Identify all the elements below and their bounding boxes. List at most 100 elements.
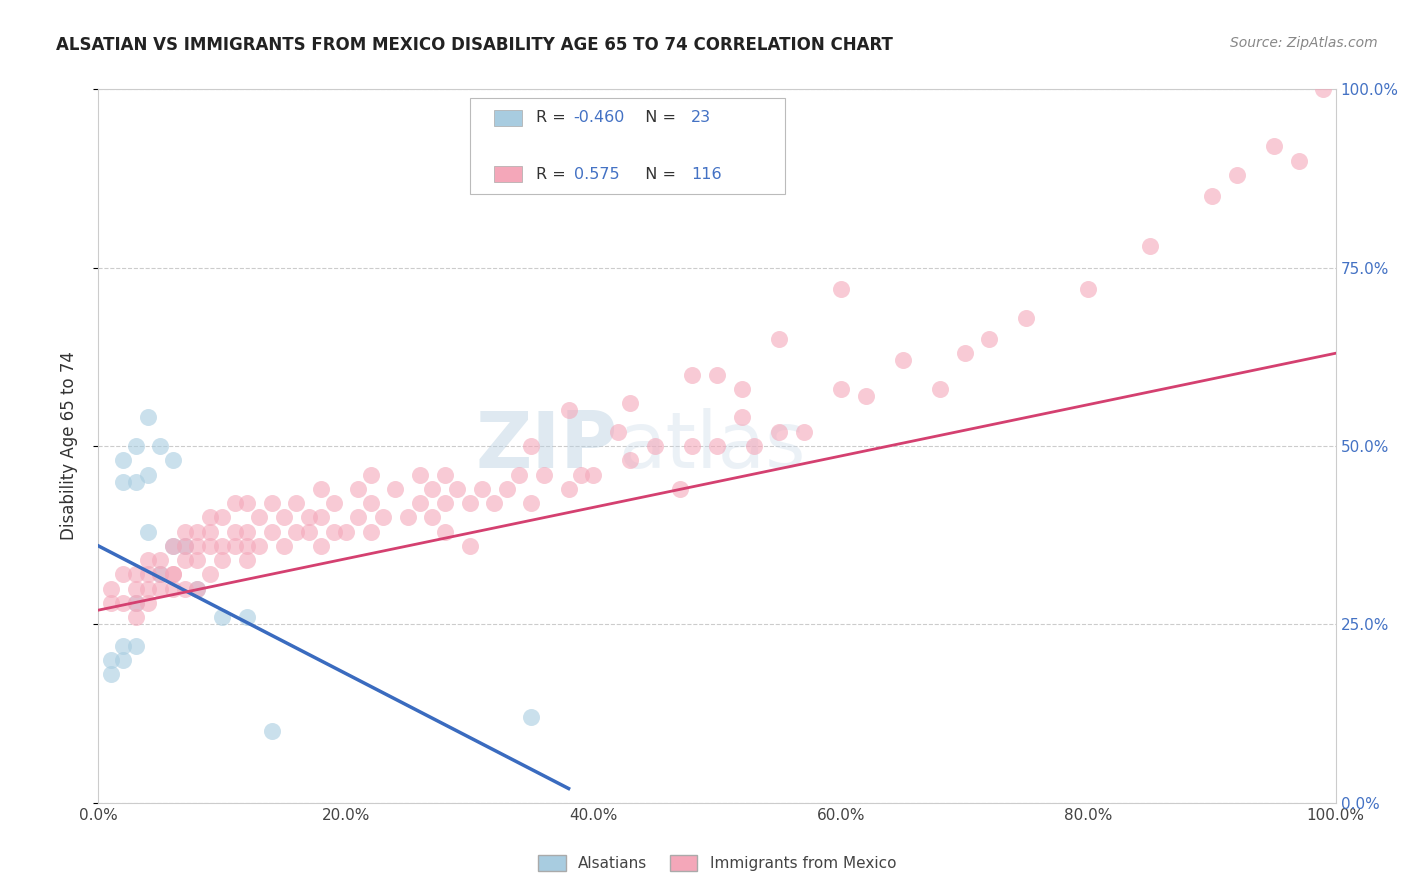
Point <box>136 553 159 567</box>
Point <box>186 524 208 539</box>
Point <box>731 382 754 396</box>
Text: R =: R = <box>537 167 571 182</box>
Point <box>112 453 135 467</box>
Point <box>260 724 283 739</box>
Point <box>273 539 295 553</box>
Point <box>224 539 246 553</box>
Point <box>768 425 790 439</box>
Point <box>136 567 159 582</box>
Point <box>174 539 197 553</box>
Point <box>557 403 579 417</box>
Point <box>607 425 630 439</box>
Point <box>136 596 159 610</box>
FancyBboxPatch shape <box>470 98 785 194</box>
Point <box>124 567 146 582</box>
Point <box>224 496 246 510</box>
Point <box>322 524 344 539</box>
Point <box>347 482 370 496</box>
Point <box>149 567 172 582</box>
Point <box>422 510 444 524</box>
Point <box>830 282 852 296</box>
Point <box>1077 282 1099 296</box>
Point <box>830 382 852 396</box>
Point <box>433 524 456 539</box>
Point <box>124 610 146 624</box>
Point <box>619 396 641 410</box>
Point <box>198 524 221 539</box>
Point <box>298 524 321 539</box>
Point <box>360 524 382 539</box>
Text: R =: R = <box>537 111 571 125</box>
Point <box>149 439 172 453</box>
Point <box>520 496 543 510</box>
FancyBboxPatch shape <box>495 166 522 182</box>
Point <box>136 582 159 596</box>
Text: N =: N = <box>636 111 682 125</box>
Point <box>706 368 728 382</box>
Point <box>1015 310 1038 325</box>
Point <box>236 524 259 539</box>
Point <box>100 582 122 596</box>
Point <box>124 639 146 653</box>
Point <box>322 496 344 510</box>
Point <box>409 467 432 482</box>
Point <box>100 653 122 667</box>
Point <box>186 582 208 596</box>
Point <box>174 539 197 553</box>
Point <box>458 539 481 553</box>
Point <box>211 510 233 524</box>
Point <box>360 496 382 510</box>
Point <box>309 482 332 496</box>
Point <box>198 567 221 582</box>
Point <box>384 482 406 496</box>
Y-axis label: Disability Age 65 to 74: Disability Age 65 to 74 <box>59 351 77 541</box>
Point <box>136 524 159 539</box>
Point <box>484 496 506 510</box>
Point <box>433 496 456 510</box>
Point <box>260 524 283 539</box>
Point <box>508 467 530 482</box>
Point <box>211 610 233 624</box>
Point <box>162 582 184 596</box>
Point <box>149 582 172 596</box>
Point <box>273 510 295 524</box>
Point <box>100 596 122 610</box>
Point <box>124 596 146 610</box>
Point <box>520 439 543 453</box>
Point <box>953 346 976 360</box>
Point <box>422 482 444 496</box>
Point <box>446 482 468 496</box>
Point <box>371 510 394 524</box>
Point <box>285 524 308 539</box>
Point <box>742 439 765 453</box>
Point <box>1139 239 1161 253</box>
Point <box>186 539 208 553</box>
Text: 23: 23 <box>692 111 711 125</box>
Point <box>112 475 135 489</box>
Point <box>211 539 233 553</box>
Point <box>1201 189 1223 203</box>
Point <box>112 596 135 610</box>
Point <box>285 496 308 510</box>
Point <box>569 467 592 482</box>
Point <box>309 510 332 524</box>
Point <box>174 553 197 567</box>
Point <box>149 553 172 567</box>
Point <box>644 439 666 453</box>
Point <box>247 539 270 553</box>
Point <box>669 482 692 496</box>
Text: N =: N = <box>636 167 682 182</box>
Point <box>211 553 233 567</box>
Point <box>124 475 146 489</box>
Point <box>855 389 877 403</box>
Point <box>1312 82 1334 96</box>
Point <box>112 653 135 667</box>
Point <box>100 667 122 681</box>
Point <box>458 496 481 510</box>
Point <box>149 567 172 582</box>
Point <box>1226 168 1249 182</box>
Point <box>1288 153 1310 168</box>
Point <box>533 467 555 482</box>
Point <box>162 539 184 553</box>
Point <box>582 467 605 482</box>
